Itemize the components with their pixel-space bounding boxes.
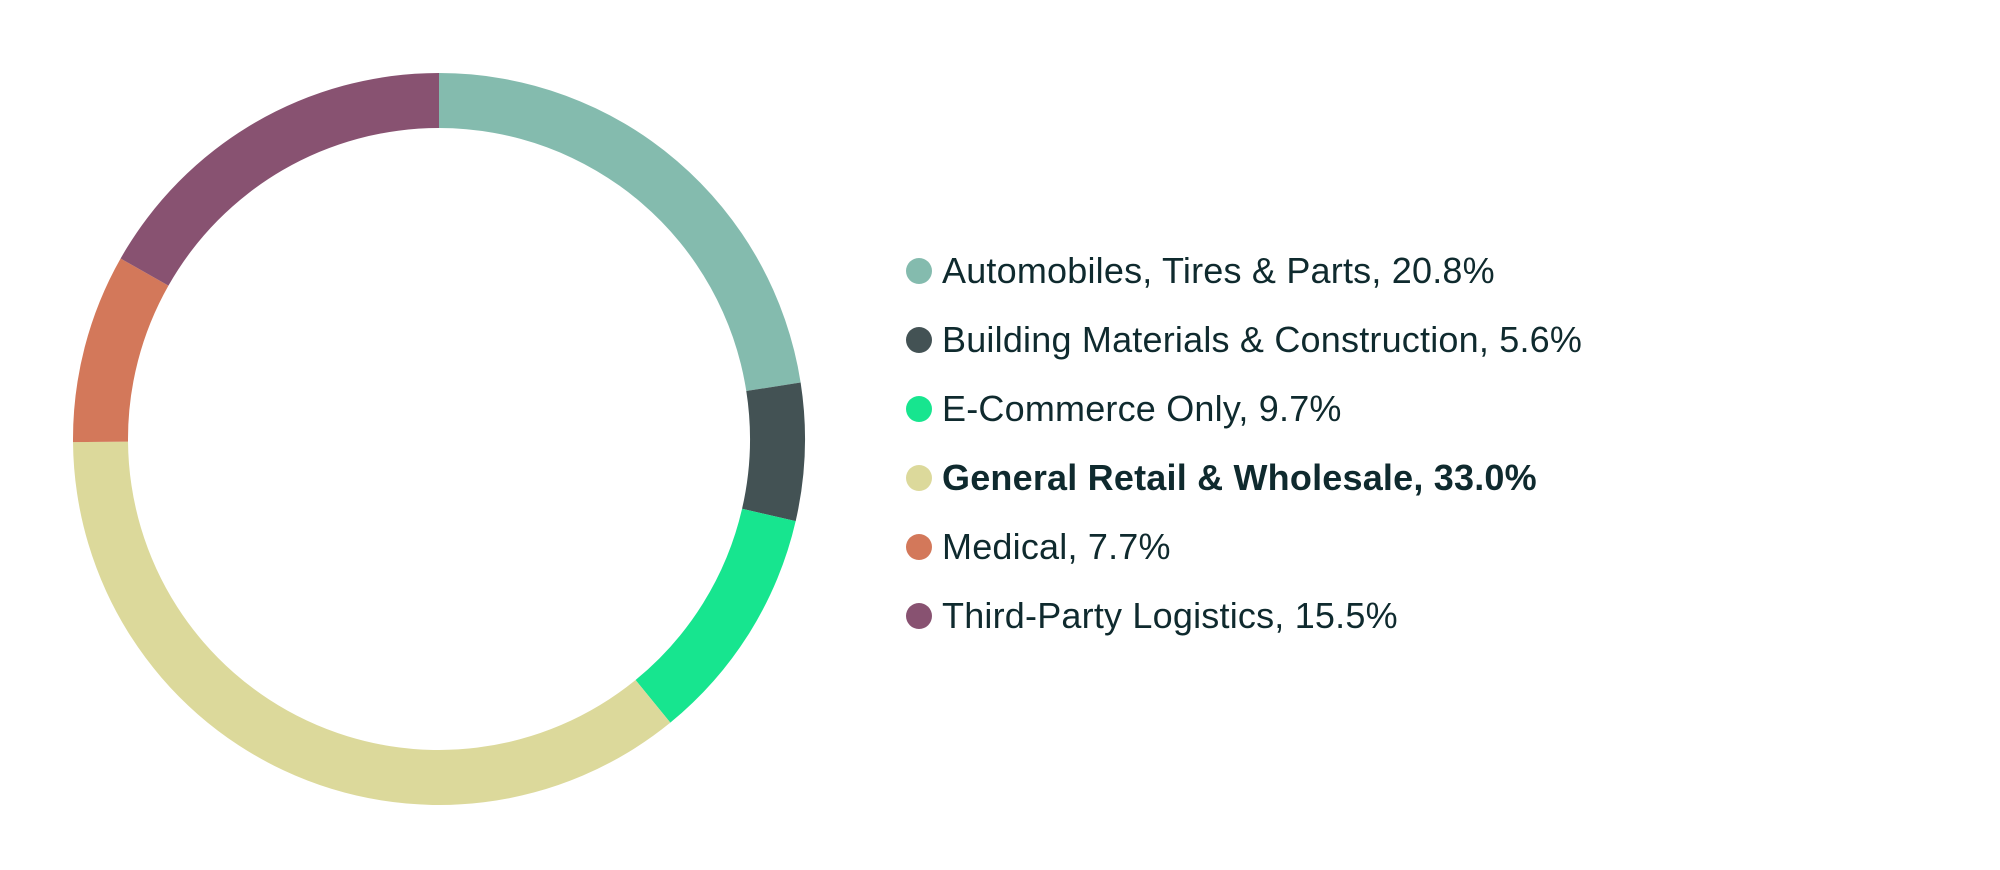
donut-slice-e-commerce-only bbox=[635, 508, 796, 723]
legend-item-general-retail-and-wholesale: General Retail & Wholesale, 33.0% bbox=[906, 443, 1582, 512]
donut-slice-medical bbox=[72, 258, 169, 443]
legend-swatch bbox=[906, 464, 932, 491]
chart-legend: Automobiles, Tires & Parts, 20.8% Buildin… bbox=[906, 236, 1582, 650]
legend-swatch bbox=[906, 602, 932, 629]
legend-item-building-materials-and-construction: Building Materials & Construction, 5.6% bbox=[906, 305, 1582, 374]
legend-label: Automobiles, Tires & Parts, 20.8% bbox=[942, 249, 1495, 291]
legend-item-automobiles-tires-and-parts: Automobiles, Tires & Parts, 20.8% bbox=[906, 236, 1582, 305]
legend-swatch bbox=[906, 326, 932, 353]
legend-item-third-party-logistics: Third-Party Logistics, 15.5% bbox=[906, 581, 1582, 650]
legend-item-e-commerce-only: E-Commerce Only, 9.7% bbox=[906, 374, 1582, 443]
donut-chart-svg bbox=[72, 72, 805, 805]
legend-label: General Retail & Wholesale, 33.0% bbox=[942, 456, 1537, 498]
legend-swatch bbox=[906, 395, 932, 422]
legend-swatch bbox=[906, 533, 932, 560]
legend-swatch bbox=[906, 257, 932, 284]
donut-slice-building-materials-and-construction bbox=[742, 382, 805, 522]
donut-slice-third-party-logistics bbox=[120, 72, 440, 286]
donut-slice-general-retail-and-wholesale bbox=[73, 441, 671, 805]
legend-label: E-Commerce Only, 9.7% bbox=[942, 387, 1342, 429]
legend-label: Building Materials & Construction, 5.6% bbox=[942, 318, 1583, 360]
legend-label: Third-Party Logistics, 15.5% bbox=[942, 594, 1398, 636]
donut-slice-automobiles-tires-and-parts bbox=[439, 73, 801, 392]
legend-item-medical: Medical, 7.7% bbox=[906, 512, 1582, 581]
legend-label: Medical, 7.7% bbox=[942, 525, 1171, 567]
